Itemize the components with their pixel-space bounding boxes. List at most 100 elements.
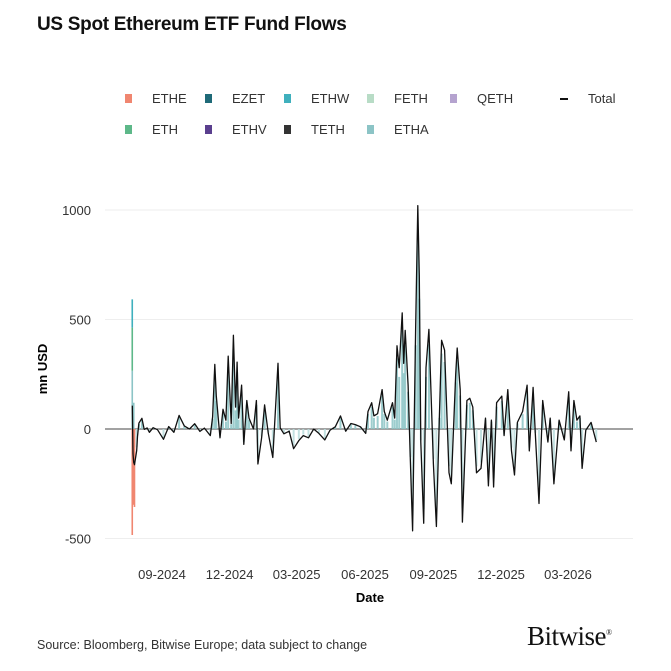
bar-ethe xyxy=(133,429,136,507)
bar-etha xyxy=(132,402,135,429)
bar-ethw xyxy=(131,299,134,328)
bar-flow xyxy=(282,429,285,434)
bar-flow xyxy=(230,424,233,429)
bar-flow xyxy=(248,419,250,429)
legend-swatch xyxy=(125,125,132,134)
x-tick-label: 09-2024 xyxy=(138,567,186,582)
bar-flow xyxy=(372,417,375,429)
bar-flow xyxy=(432,429,435,459)
legend-swatch xyxy=(450,94,457,103)
bar-flow xyxy=(359,427,362,429)
bar-flow xyxy=(454,382,457,429)
bar-flow xyxy=(288,429,291,431)
legend-item-qeth: QETH xyxy=(450,91,513,106)
bar-flow xyxy=(450,429,453,476)
bar-flow xyxy=(395,358,398,429)
bar-flow xyxy=(521,414,524,429)
x-tick-label: 12-2025 xyxy=(477,567,525,582)
bar-flow xyxy=(552,429,555,476)
bar-flow xyxy=(590,423,593,429)
bar-flow xyxy=(193,424,196,429)
y-axis: -500 0 500 1000 xyxy=(62,203,91,547)
legend-label: QETH xyxy=(477,91,514,106)
bar-flow xyxy=(339,417,342,429)
bar-flow xyxy=(513,429,516,469)
bar-flow xyxy=(227,367,230,429)
bar-flow xyxy=(414,345,417,429)
bar-etha xyxy=(131,370,134,429)
legend-swatch xyxy=(367,125,374,134)
bar-flow xyxy=(178,417,181,429)
y-tick-label: 0 xyxy=(84,422,91,437)
bar-flow xyxy=(234,410,237,429)
bar-eth xyxy=(131,327,134,371)
bar-flow xyxy=(532,393,535,429)
legend-label: Total xyxy=(588,91,616,106)
bar-flow xyxy=(140,419,143,429)
bar-flow xyxy=(366,414,369,429)
legend-swatch xyxy=(367,94,374,103)
y-tick-label: 1000 xyxy=(62,203,91,218)
bar-flow xyxy=(198,429,201,432)
legend-item-ezet: EZET xyxy=(205,91,265,106)
bar-flow xyxy=(500,401,503,429)
y-tick-label: -500 xyxy=(65,532,91,547)
bar-flow xyxy=(236,372,239,429)
legend-item-ethe: ETHE xyxy=(125,91,187,106)
bar-flow xyxy=(468,402,471,429)
bar-flow xyxy=(383,414,386,429)
bar-flow xyxy=(213,374,216,429)
legend-swatch xyxy=(125,94,132,103)
bar-flow xyxy=(271,429,274,454)
bar-flow xyxy=(224,421,227,429)
legend-item-feth: FETH xyxy=(367,91,428,106)
bar-flow xyxy=(443,361,446,429)
bar-flow xyxy=(595,429,598,441)
bar-flow xyxy=(404,345,407,429)
legend-item-etha: ETHA xyxy=(367,122,429,137)
legend-label: TETH xyxy=(311,122,345,137)
bar-flow xyxy=(402,373,405,429)
bar-flow xyxy=(526,391,529,429)
bar-flow xyxy=(471,410,474,429)
bar-flow xyxy=(427,344,430,429)
legend-label: EZET xyxy=(232,91,266,106)
bar-flow xyxy=(480,429,482,463)
bar-flow xyxy=(456,360,459,429)
bar-flow xyxy=(581,429,584,463)
bar-flow xyxy=(263,408,266,429)
bar-flow xyxy=(323,429,326,439)
bar-flow xyxy=(297,429,300,439)
legend-item-teth: TETH xyxy=(284,122,345,137)
legend-label: ETHW xyxy=(311,91,350,106)
source-note: Source: Bloomberg, Bitwise Europe; data … xyxy=(37,638,368,652)
bar-flow xyxy=(302,429,305,435)
x-tick-label: 03-2026 xyxy=(544,567,592,582)
bar-flow xyxy=(546,429,549,441)
legend-label: FETH xyxy=(394,91,428,106)
legend-swatch xyxy=(205,125,212,134)
x-tick-label: 12-2024 xyxy=(206,567,254,582)
x-tick-label: 06-2025 xyxy=(341,567,389,582)
bar-flow xyxy=(448,429,451,467)
bar-flow xyxy=(575,421,578,429)
bar-flow xyxy=(237,419,240,429)
legend-item-eth: ETH xyxy=(125,122,178,137)
legend-label: ETH xyxy=(152,122,178,137)
bar-flow xyxy=(487,429,490,478)
legend-swatch xyxy=(284,94,291,103)
bar-flow xyxy=(334,427,337,429)
bar-flow xyxy=(572,404,575,429)
bar-flow xyxy=(381,395,384,429)
bar-flow xyxy=(538,429,540,493)
bar-flow xyxy=(240,391,243,429)
bar-flow xyxy=(416,239,419,429)
bar-flow xyxy=(232,349,235,429)
bar-flow xyxy=(386,421,389,429)
bar-flow xyxy=(435,429,438,512)
legend-swatch xyxy=(205,94,212,103)
bar-flow xyxy=(461,429,464,509)
bar-flow xyxy=(510,429,513,448)
y-axis-label: mn USD xyxy=(35,344,50,395)
chart-title: US Spot Ethereum ETF Fund Flows xyxy=(37,14,347,35)
